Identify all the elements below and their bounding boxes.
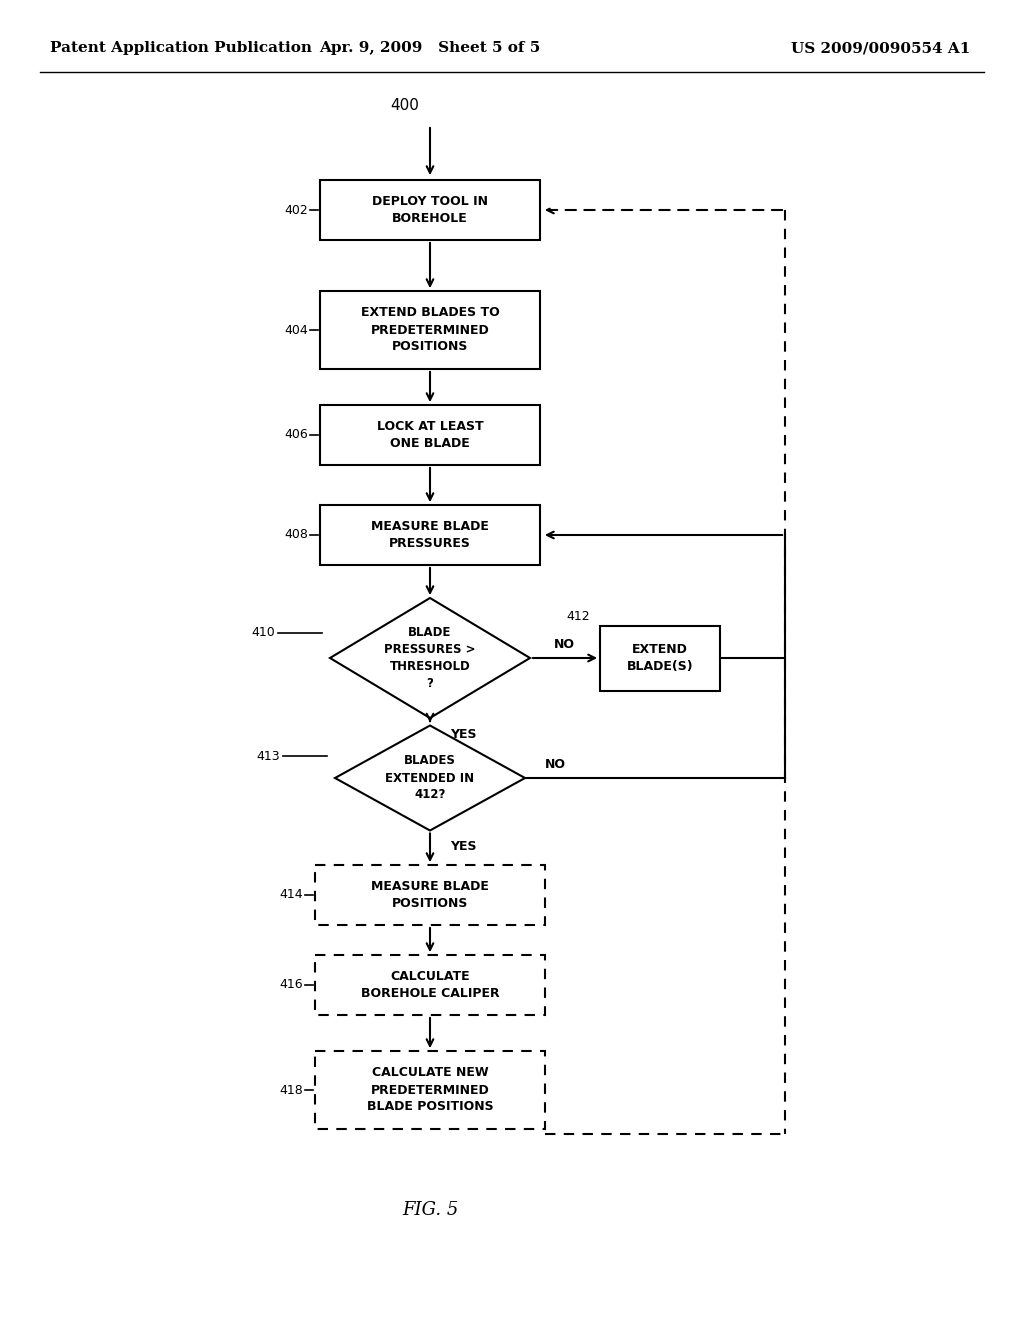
Text: 412: 412	[566, 610, 590, 623]
Text: 413: 413	[256, 750, 280, 763]
Bar	[319, 180, 540, 240]
Bar	[319, 506, 540, 565]
Text: 400: 400	[390, 98, 419, 112]
Text: 408: 408	[284, 528, 308, 541]
Bar	[315, 1051, 545, 1129]
Text: MEASURE BLADE
POSITIONS: MEASURE BLADE POSITIONS	[371, 880, 488, 909]
Text: FIG. 5: FIG. 5	[401, 1201, 458, 1218]
Text: 410: 410	[251, 627, 275, 639]
Bar	[319, 290, 540, 370]
Text: US 2009/0090554 A1: US 2009/0090554 A1	[791, 41, 970, 55]
Text: BLADE
PRESSURES >
THRESHOLD
?: BLADE PRESSURES > THRESHOLD ?	[384, 626, 476, 690]
Bar	[319, 405, 540, 465]
Text: 402: 402	[285, 203, 308, 216]
Text: EXTEND
BLADE(S): EXTEND BLADE(S)	[627, 643, 693, 673]
Text: NO: NO	[545, 758, 566, 771]
Bar	[600, 626, 720, 690]
Bar	[315, 954, 545, 1015]
Text: NO: NO	[554, 638, 575, 651]
Text: 406: 406	[285, 429, 308, 441]
Text: EXTEND BLADES TO
PREDETERMINED
POSITIONS: EXTEND BLADES TO PREDETERMINED POSITIONS	[360, 306, 500, 354]
Text: 404: 404	[285, 323, 308, 337]
Text: 416: 416	[280, 978, 303, 991]
Text: YES: YES	[450, 727, 476, 741]
Text: Patent Application Publication: Patent Application Publication	[50, 41, 312, 55]
Text: 418: 418	[280, 1084, 303, 1097]
Text: BLADES
EXTENDED IN
412?: BLADES EXTENDED IN 412?	[385, 755, 474, 801]
Text: MEASURE BLADE
PRESSURES: MEASURE BLADE PRESSURES	[371, 520, 488, 550]
Text: CALCULATE NEW
PREDETERMINED
BLADE POSITIONS: CALCULATE NEW PREDETERMINED BLADE POSITI…	[367, 1067, 494, 1114]
Text: YES: YES	[450, 840, 476, 853]
Text: CALCULATE
BOREHOLE CALIPER: CALCULATE BOREHOLE CALIPER	[360, 970, 500, 1001]
Text: Apr. 9, 2009   Sheet 5 of 5: Apr. 9, 2009 Sheet 5 of 5	[319, 41, 541, 55]
Bar	[315, 865, 545, 925]
Text: DEPLOY TOOL IN
BOREHOLE: DEPLOY TOOL IN BOREHOLE	[372, 195, 488, 224]
Text: LOCK AT LEAST
ONE BLADE: LOCK AT LEAST ONE BLADE	[377, 420, 483, 450]
Text: 414: 414	[280, 888, 303, 902]
